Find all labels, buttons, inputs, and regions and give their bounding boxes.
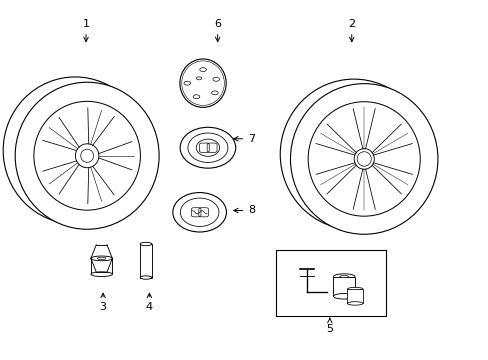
Bar (91, 258, 112, 274)
Ellipse shape (183, 81, 190, 85)
Ellipse shape (91, 256, 112, 261)
Text: 3: 3 (100, 293, 106, 312)
Text: 4: 4 (145, 293, 153, 312)
Ellipse shape (180, 127, 235, 168)
Ellipse shape (34, 102, 140, 210)
Ellipse shape (333, 293, 354, 299)
Bar (333, 276, 354, 296)
Ellipse shape (91, 272, 112, 276)
Bar (346, 289, 362, 303)
Text: 1: 1 (82, 19, 89, 42)
Ellipse shape (140, 276, 151, 279)
Ellipse shape (200, 68, 206, 72)
Ellipse shape (212, 77, 219, 81)
Text: 5: 5 (325, 318, 333, 334)
Ellipse shape (356, 152, 370, 166)
Ellipse shape (81, 149, 93, 162)
Text: 7: 7 (233, 134, 255, 144)
Text: 2: 2 (347, 19, 355, 42)
Ellipse shape (15, 82, 159, 229)
Ellipse shape (172, 193, 226, 232)
Ellipse shape (180, 59, 226, 107)
Text: 6: 6 (214, 19, 221, 42)
Ellipse shape (346, 302, 362, 305)
Ellipse shape (97, 257, 106, 260)
Ellipse shape (290, 84, 437, 234)
Ellipse shape (193, 95, 200, 99)
Ellipse shape (333, 274, 354, 279)
Text: 8: 8 (233, 206, 255, 216)
Ellipse shape (140, 242, 151, 246)
Ellipse shape (353, 149, 373, 169)
Bar (140, 244, 151, 278)
Ellipse shape (211, 91, 218, 95)
Ellipse shape (75, 144, 99, 168)
Ellipse shape (196, 77, 202, 80)
Ellipse shape (346, 287, 362, 291)
Ellipse shape (307, 102, 419, 216)
Ellipse shape (339, 275, 348, 278)
Bar (276, 250, 385, 316)
